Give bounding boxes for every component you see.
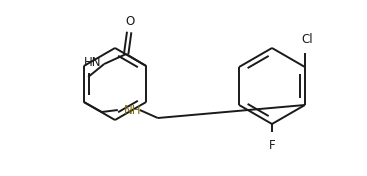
Text: O: O xyxy=(126,15,135,28)
Text: F: F xyxy=(269,139,275,152)
Text: NH: NH xyxy=(124,103,141,117)
Text: HN: HN xyxy=(84,56,101,70)
Text: Cl: Cl xyxy=(301,33,313,46)
